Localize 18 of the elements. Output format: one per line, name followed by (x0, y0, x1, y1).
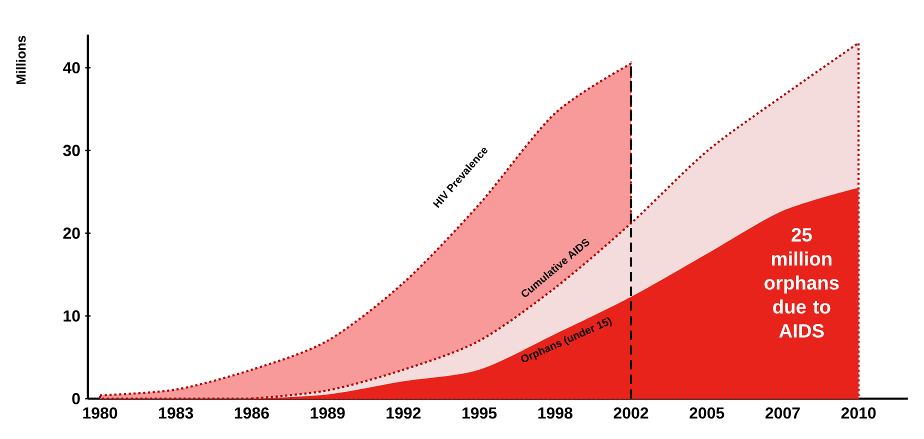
x-tick-label: 2007 (765, 408, 800, 419)
y-tick-label: 30 (63, 144, 80, 156)
x-tick-label: 1992 (386, 408, 421, 419)
y-tick-label: 10 (64, 310, 80, 322)
x-tick-label: 1980 (83, 408, 118, 419)
annotation: 25 million orphans due to AIDS (764, 228, 839, 338)
y-tick-label: 0 (72, 393, 80, 404)
x-tick-label: 1986 (234, 408, 269, 419)
x-tick-label: 1998 (538, 408, 572, 419)
x-tick-label: 1983 (159, 408, 194, 419)
y-tick-label: 40 (62, 62, 80, 74)
x-tick-label: 2002 (614, 408, 648, 419)
x-tick-label: 1995 (462, 408, 497, 419)
x-tick-label: 2010 (841, 408, 876, 419)
y-tick-label: 20 (63, 228, 80, 240)
y-axis-title: Millions (16, 36, 26, 84)
x-tick-label: 1989 (310, 408, 345, 419)
x-tick-label: 2005 (690, 408, 724, 419)
